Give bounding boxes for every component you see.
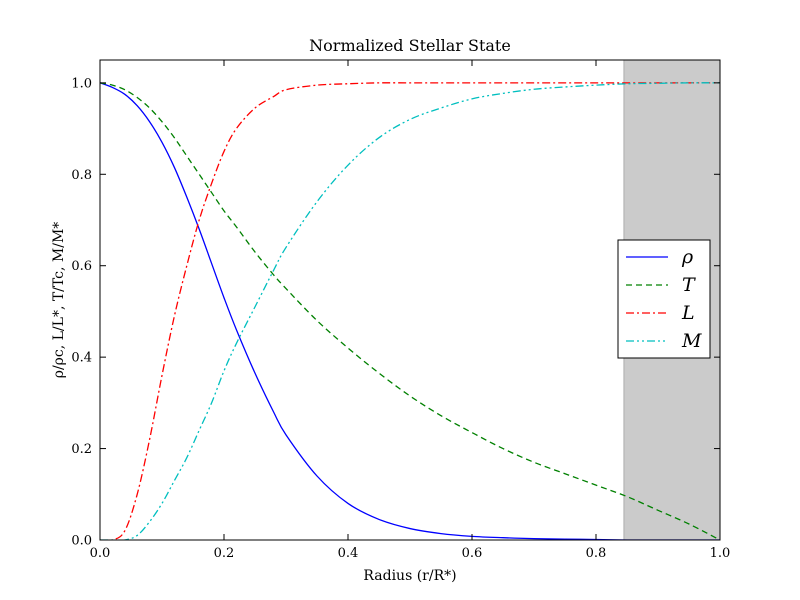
legend-label: ρ xyxy=(681,246,694,268)
series-line-3 xyxy=(100,82,720,540)
x-tick-label: 0.2 xyxy=(214,546,235,561)
y-tick-label: 0.2 xyxy=(71,442,92,457)
y-axis-label: ρ/ρc, L/L*, T/Tc, M/M* xyxy=(51,222,67,379)
x-tick-label: 0.6 xyxy=(462,546,483,561)
x-tick-label: 1.0 xyxy=(710,546,731,561)
series-line-0 xyxy=(100,82,720,540)
y-tick-label: 0.6 xyxy=(71,259,92,274)
x-tick-label: 0.4 xyxy=(338,546,359,561)
legend-label: L xyxy=(681,302,695,324)
x-tick-label: 0.0 xyxy=(90,546,111,561)
plot-area-frame xyxy=(99,59,721,541)
x-axis-label: Radius (r/R*) xyxy=(363,568,456,584)
x-tick-label: 0.8 xyxy=(586,546,607,561)
legend-box xyxy=(617,239,711,359)
y-tick-label: 0.4 xyxy=(71,351,92,366)
legend-label: T xyxy=(682,274,696,296)
y-tick-label: 1.0 xyxy=(71,76,92,91)
y-tick-label: 0.0 xyxy=(71,534,92,549)
series-line-1 xyxy=(100,82,720,540)
legend-label: M xyxy=(681,330,702,352)
series-line-2 xyxy=(100,82,720,540)
y-tick-label: 0.8 xyxy=(71,168,92,183)
chart-title: Normalized Stellar State xyxy=(309,36,511,55)
